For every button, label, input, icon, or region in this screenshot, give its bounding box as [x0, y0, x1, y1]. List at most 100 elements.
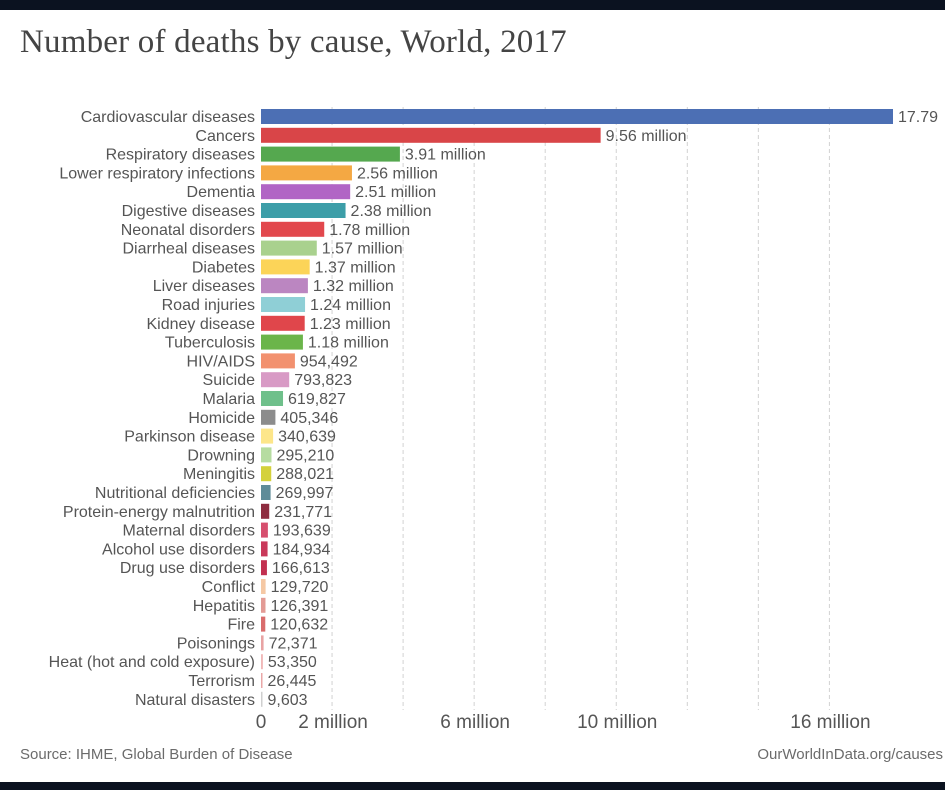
- category-label: Diarrheal diseases: [122, 241, 255, 258]
- bar: [261, 259, 310, 275]
- value-label: 166,613: [272, 560, 330, 577]
- category-label: Homicide: [188, 410, 255, 427]
- category-label: Kidney disease: [146, 316, 255, 333]
- value-label: 269,997: [276, 485, 334, 502]
- category-label: HIV/AIDS: [187, 353, 255, 370]
- value-label: 126,391: [270, 598, 328, 615]
- value-label: 1.57 million: [322, 241, 403, 258]
- category-label: Digestive diseases: [122, 203, 255, 220]
- category-label: Terrorism: [188, 673, 255, 690]
- category-label: Cancers: [195, 128, 255, 145]
- bar: [261, 673, 263, 688]
- bar: [261, 315, 305, 331]
- category-label: Meningitis: [183, 466, 255, 483]
- value-label: 26,445: [268, 673, 317, 690]
- x-tick-label: 0: [256, 712, 267, 733]
- bar: [261, 654, 263, 670]
- site-credit[interactable]: OurWorldInData.org/causes: [757, 746, 943, 763]
- value-label: 193,639: [273, 523, 331, 540]
- value-label: 231,771: [274, 504, 332, 521]
- value-label: 793,823: [294, 372, 352, 389]
- value-label: 9,603: [268, 692, 308, 709]
- category-label: Maternal disorders: [123, 523, 256, 540]
- bar: [261, 428, 274, 444]
- value-label: 17.79: [898, 109, 938, 126]
- x-tick-label: 2 million: [298, 712, 368, 733]
- bar: [261, 203, 346, 218]
- value-label: 295,210: [276, 447, 334, 464]
- bar: [261, 466, 272, 482]
- value-label: 129,720: [271, 579, 329, 596]
- bar: [261, 635, 264, 651]
- value-label: 9.56 million: [606, 128, 687, 145]
- bar: [261, 334, 303, 350]
- category-label: Liver diseases: [153, 278, 255, 295]
- chart-frame: Number of deaths by cause, World, 2017 C…: [0, 10, 945, 782]
- value-label: 1.18 million: [308, 335, 389, 352]
- category-label: Drug use disorders: [120, 560, 255, 577]
- bar: [261, 109, 893, 124]
- value-label: 1.23 million: [310, 316, 391, 333]
- source-note: Source: IHME, Global Burden of Disease: [20, 746, 293, 763]
- bar: [261, 447, 272, 463]
- bar: [261, 165, 352, 181]
- category-label: Cardiovascular diseases: [81, 109, 255, 126]
- value-label: 2.51 million: [355, 184, 436, 201]
- bar: [261, 691, 263, 707]
- value-label: 340,639: [278, 429, 336, 446]
- category-label: Nutritional deficiencies: [95, 485, 255, 502]
- category-label: Road injuries: [162, 297, 255, 314]
- category-label: Natural disasters: [135, 692, 255, 709]
- value-label: 1.78 million: [329, 222, 410, 239]
- bar: [261, 240, 317, 256]
- value-label: 405,346: [280, 410, 338, 427]
- bar: [261, 597, 266, 613]
- category-label: Lower respiratory infections: [59, 165, 255, 182]
- bar: [261, 522, 268, 538]
- bar: [261, 391, 284, 406]
- x-tick-label: 10 million: [577, 712, 657, 733]
- bar: [261, 503, 270, 519]
- x-tick-label: 6 million: [440, 712, 510, 733]
- category-label: Parkinson disease: [124, 429, 255, 446]
- value-label: 1.37 million: [315, 259, 396, 276]
- category-label: Drowning: [187, 447, 255, 464]
- bar: [261, 221, 325, 237]
- bar: [261, 146, 400, 162]
- bar: [261, 560, 267, 576]
- bar: [261, 579, 266, 594]
- bar-chart: Cardiovascular diseases 17.79 Cancers 9.56 …: [49, 107, 938, 733]
- category-label: Poisonings: [177, 635, 255, 652]
- bar: [261, 616, 266, 632]
- value-label: 2.56 million: [357, 165, 438, 182]
- bar: [261, 372, 290, 388]
- chart-title: Number of deaths by cause, World, 2017: [20, 24, 567, 60]
- value-label: 1.32 million: [313, 278, 394, 295]
- category-label: Heat (hot and cold exposure): [49, 654, 255, 671]
- value-label: 72,371: [269, 635, 318, 652]
- bar: [261, 127, 601, 143]
- category-label: Hepatitis: [193, 598, 255, 615]
- category-label: Conflict: [202, 579, 256, 596]
- bar: [261, 485, 271, 500]
- category-label: Neonatal disorders: [121, 222, 255, 239]
- bar: [261, 353, 295, 369]
- value-label: 2.38 million: [351, 203, 432, 220]
- value-label: 120,632: [270, 617, 328, 634]
- bar: [261, 278, 308, 294]
- category-label: Alcohol use disorders: [102, 541, 255, 558]
- category-label: Tuberculosis: [165, 335, 255, 352]
- value-label: 184,934: [273, 541, 331, 558]
- value-label: 3.91 million: [405, 147, 486, 164]
- bar: [261, 409, 276, 425]
- category-label: Malaria: [203, 391, 256, 408]
- bar: [261, 541, 268, 557]
- category-label: Suicide: [203, 372, 256, 389]
- value-label: 53,350: [268, 654, 317, 671]
- value-label: 954,492: [300, 353, 358, 370]
- value-label: 1.24 million: [310, 297, 391, 314]
- x-tick-label: 16 million: [790, 712, 870, 733]
- category-label: Fire: [227, 617, 255, 634]
- category-label: Respiratory diseases: [106, 147, 255, 164]
- value-label: 619,827: [288, 391, 346, 408]
